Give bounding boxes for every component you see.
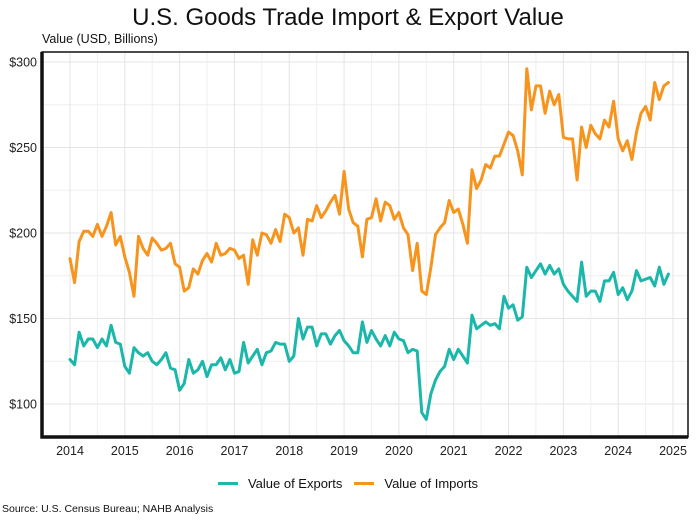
y-axis-label: Value (USD, Billions) [42, 32, 158, 46]
x-tick-label: 2015 [111, 444, 139, 458]
legend-swatch-imports [354, 482, 375, 485]
y-tick-label: $150 [9, 312, 37, 326]
legend: Value of Exports Value of Imports [0, 476, 696, 491]
y-tick-label: $300 [9, 56, 37, 70]
x-tick-label: 2014 [56, 444, 84, 458]
x-tick-label: 2016 [166, 444, 194, 458]
legend-swatch-exports [217, 482, 238, 485]
x-tick-label: 2023 [549, 444, 577, 458]
chart-title: U.S. Goods Trade Import & Export Value [132, 4, 564, 31]
series-line-exports [68, 260, 670, 421]
y-tick-label: $250 [9, 141, 37, 155]
x-tick-label: 2022 [495, 444, 523, 458]
y-tick-labels: $100 $150 $200 $250 $300 [9, 56, 37, 412]
x-tick-label: 2021 [440, 444, 468, 458]
y-tick-label: $100 [9, 398, 37, 412]
legend-item-exports[interactable]: Value of Exports [217, 476, 343, 491]
x-tick-label: 2020 [385, 444, 413, 458]
source-note: Source: U.S. Census Bureau; NAHB Analysi… [2, 503, 214, 515]
x-tick-labels: 2014 2015 2016 2017 2018 2019 2020 2021 2022 2023… [56, 444, 687, 458]
x-tick-label: 2018 [275, 444, 303, 458]
x-tick-label: 2019 [330, 444, 358, 458]
y-tick-label: $200 [9, 227, 37, 241]
series-lines [68, 67, 670, 421]
legend-item-imports[interactable]: Value of Imports [354, 476, 478, 491]
gridlines [42, 52, 688, 437]
legend-label-exports: Value of Exports [247, 476, 343, 491]
x-tick-label: 2025 [659, 444, 687, 458]
legend-label-imports: Value of Imports [384, 476, 479, 491]
x-tick-label: 2017 [221, 444, 249, 458]
series-line-imports [68, 67, 670, 298]
x-tick-label: 2024 [604, 444, 632, 458]
